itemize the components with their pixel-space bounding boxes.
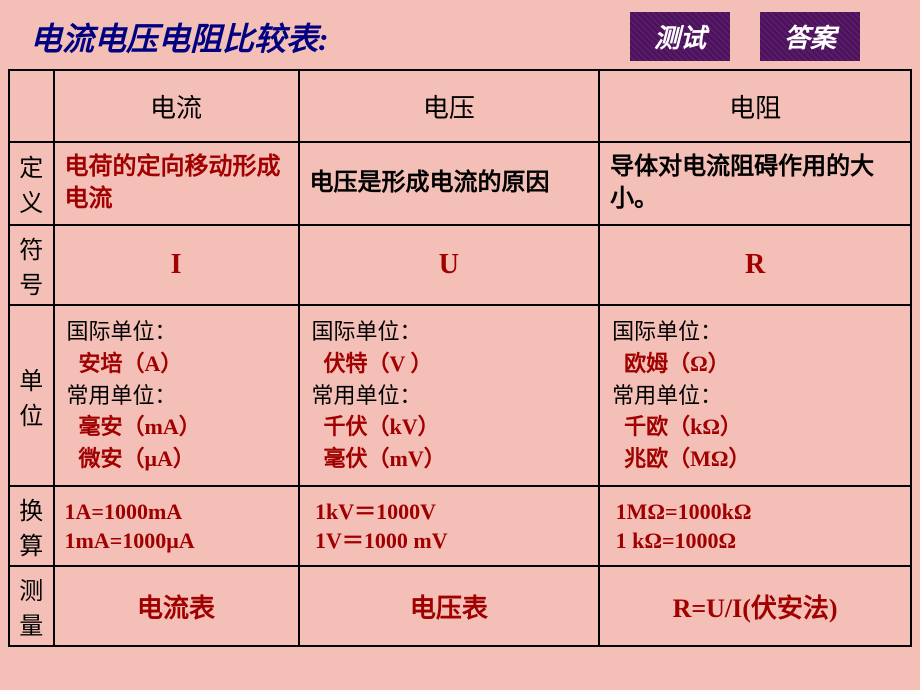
symbol-current: I: [54, 225, 299, 305]
symbol-voltage: U: [299, 225, 600, 305]
comparison-table: 电流 电压 电阻 定义 电荷的定向移动形成电流 电压是形成电流的原因 导体对电流…: [8, 69, 912, 647]
row-header-conversion: 换算: [9, 486, 54, 566]
intl-label: 国际单位：: [612, 319, 722, 344]
unit-resistance-common2: 兆欧（MΩ）: [624, 443, 750, 475]
test-button[interactable]: 测试: [630, 12, 730, 61]
unit-row: 单位 国际单位： 安培（A） 常用单位： 毫安（mA） 微安（μA） 国际单位：…: [9, 305, 911, 486]
row-header-unit: 单位: [9, 305, 54, 486]
col-header-voltage: 电压: [299, 70, 600, 142]
def-current: 电荷的定向移动形成电流: [54, 142, 299, 225]
meas-voltage: 电压表: [299, 566, 600, 646]
intl-label: 国际单位：: [312, 319, 422, 344]
unit-current-intl: 安培（A）: [79, 348, 183, 380]
header-row: 电流 电压 电阻: [9, 70, 911, 142]
common-label: 常用单位：: [312, 383, 422, 408]
unit-resistance: 国际单位： 欧姆（Ω） 常用单位： 千欧（kΩ） 兆欧（MΩ）: [599, 305, 911, 486]
common-label: 常用单位：: [612, 383, 722, 408]
row-header-measurement: 测量: [9, 566, 54, 646]
unit-voltage-common1: 千伏（kV）: [324, 411, 440, 443]
symbol-resistance: R: [599, 225, 911, 305]
unit-current-common1: 毫安（mA）: [79, 411, 201, 443]
corner-cell: [9, 70, 54, 142]
conv-resistance: 1MΩ=1000kΩ 1 kΩ=1000Ω: [599, 486, 911, 566]
unit-resistance-common1: 千欧（kΩ）: [624, 411, 742, 443]
page-title: 电流电压电阻比较表:: [30, 14, 630, 60]
unit-voltage-intl: 伏特（V ）: [324, 348, 433, 380]
conversion-row: 换算 1A=1000mA 1mA=1000μA 1kV＝1000V 1V＝100…: [9, 486, 911, 566]
def-resistance: 导体对电流阻碍作用的大小。: [599, 142, 911, 225]
common-label: 常用单位：: [67, 383, 177, 408]
col-header-current: 电流: [54, 70, 299, 142]
conv-current-1: 1A=1000mA: [65, 499, 183, 524]
unit-resistance-intl: 欧姆（Ω）: [624, 348, 730, 380]
conv-current-2: 1mA=1000μA: [65, 528, 195, 553]
conv-voltage-2: 1V＝1000 mV: [315, 528, 448, 553]
row-header-symbol: 符号: [9, 225, 54, 305]
meas-current: 电流表: [54, 566, 299, 646]
col-header-resistance: 电阻: [599, 70, 911, 142]
unit-voltage-common2: 毫伏（mV）: [324, 443, 446, 475]
def-voltage: 电压是形成电流的原因: [299, 142, 600, 225]
answer-button[interactable]: 答案: [760, 12, 860, 61]
row-header-definition: 定义: [9, 142, 54, 225]
conv-voltage: 1kV＝1000V 1V＝1000 mV: [299, 486, 600, 566]
measurement-row: 测量 电流表 电压表 R=U/I(伏安法): [9, 566, 911, 646]
unit-current: 国际单位： 安培（A） 常用单位： 毫安（mA） 微安（μA）: [54, 305, 299, 486]
meas-resistance: R=U/I(伏安法): [599, 566, 911, 646]
button-group: 测试 答案: [630, 12, 860, 61]
intl-label: 国际单位：: [67, 319, 177, 344]
unit-voltage: 国际单位： 伏特（V ） 常用单位： 千伏（kV） 毫伏（mV）: [299, 305, 600, 486]
conv-voltage-1: 1kV＝1000V: [315, 499, 436, 524]
definition-row: 定义 电荷的定向移动形成电流 电压是形成电流的原因 导体对电流阻碍作用的大小。: [9, 142, 911, 225]
symbol-row: 符号 I U R: [9, 225, 911, 305]
unit-current-common2: 微安（μA）: [79, 443, 195, 475]
conv-resistance-2: 1 kΩ=1000Ω: [616, 528, 737, 553]
conv-resistance-1: 1MΩ=1000kΩ: [616, 499, 752, 524]
conv-current: 1A=1000mA 1mA=1000μA: [54, 486, 299, 566]
